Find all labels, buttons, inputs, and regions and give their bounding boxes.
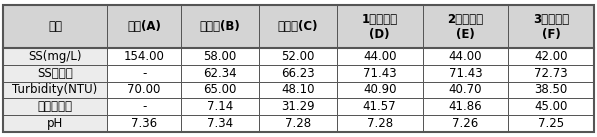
- Text: 48.10: 48.10: [281, 83, 315, 96]
- Text: 45.00: 45.00: [534, 100, 568, 113]
- Text: SS제거율: SS제거율: [37, 67, 73, 80]
- Text: 7.36: 7.36: [131, 117, 157, 130]
- Text: 40.90: 40.90: [363, 83, 396, 96]
- Text: pH: pH: [47, 117, 63, 130]
- Text: 44.00: 44.00: [448, 50, 482, 63]
- Text: 응집조(C): 응집조(C): [278, 20, 318, 33]
- Text: SS(mg/L): SS(mg/L): [28, 50, 82, 63]
- Text: 3차침전조
(F): 3차침전조 (F): [533, 13, 569, 41]
- Text: Turbidity(NTU): Turbidity(NTU): [13, 83, 98, 96]
- Text: 72.73: 72.73: [534, 67, 568, 80]
- Text: 40.70: 40.70: [448, 83, 482, 96]
- Text: 7.26: 7.26: [453, 117, 479, 130]
- Text: -: -: [142, 67, 146, 80]
- Text: 66.23: 66.23: [281, 67, 315, 80]
- Text: 41.57: 41.57: [363, 100, 396, 113]
- Text: 와류조(B): 와류조(B): [199, 20, 241, 33]
- Text: 65.00: 65.00: [204, 83, 236, 96]
- Text: 44.00: 44.00: [363, 50, 396, 63]
- Text: 구분: 구분: [48, 20, 62, 33]
- Text: 7.28: 7.28: [285, 117, 311, 130]
- Text: 7.14: 7.14: [207, 100, 233, 113]
- Text: -: -: [142, 100, 146, 113]
- Text: 7.28: 7.28: [367, 117, 393, 130]
- Text: 70.00: 70.00: [127, 83, 161, 96]
- Text: 원수(A): 원수(A): [127, 20, 161, 33]
- Text: 31.29: 31.29: [281, 100, 315, 113]
- Text: 52.00: 52.00: [281, 50, 315, 63]
- Text: 154.00: 154.00: [124, 50, 165, 63]
- Text: 7.34: 7.34: [207, 117, 233, 130]
- Text: 2차침전조
(E): 2차침전조 (E): [447, 13, 484, 41]
- Text: 42.00: 42.00: [534, 50, 568, 63]
- Text: 62.34: 62.34: [203, 67, 237, 80]
- Text: 71.43: 71.43: [363, 67, 396, 80]
- Text: 71.43: 71.43: [448, 67, 482, 80]
- Text: 탁도제거율: 탁도제거율: [38, 100, 73, 113]
- Text: 7.25: 7.25: [538, 117, 564, 130]
- Text: 1차침전조
(D): 1차침전조 (D): [362, 13, 398, 41]
- Text: 38.50: 38.50: [534, 83, 568, 96]
- Text: 41.86: 41.86: [448, 100, 482, 113]
- Text: 58.00: 58.00: [204, 50, 236, 63]
